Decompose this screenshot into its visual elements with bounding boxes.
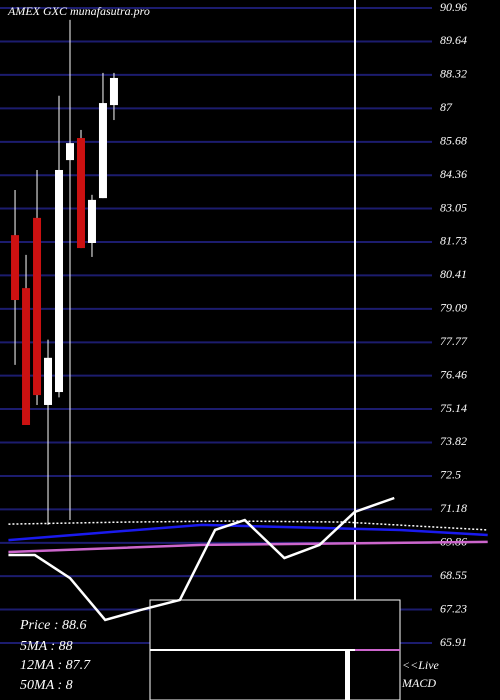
y-tick-label: 84.36 bbox=[440, 167, 467, 181]
y-tick-label: 72.5 bbox=[440, 468, 461, 482]
y-tick-label: 68.55 bbox=[440, 568, 467, 582]
candle-body bbox=[11, 235, 20, 301]
candle-body bbox=[55, 169, 64, 393]
macd-bar bbox=[345, 650, 350, 700]
y-tick-label: 81.73 bbox=[440, 234, 467, 248]
line-series bbox=[8, 540, 488, 554]
y-tick-label: 83.05 bbox=[440, 200, 467, 214]
y-tick-label: 87 bbox=[440, 100, 453, 114]
y-tick-label: 90.96 bbox=[440, 0, 467, 14]
y-tick-label: 67.23 bbox=[440, 601, 467, 615]
y-tick-label: 73.82 bbox=[440, 434, 467, 448]
y-tick-label: 80.41 bbox=[440, 267, 467, 281]
info-50ma: 50MA : 8 bbox=[20, 678, 73, 693]
candle-body bbox=[33, 217, 42, 396]
info-12ma: 12MA : 87.7 bbox=[20, 658, 91, 673]
y-tick-label: 89.64 bbox=[440, 33, 467, 47]
y-tick-label: 65.91 bbox=[440, 635, 467, 649]
candle-body bbox=[65, 143, 74, 161]
info-price: Price : 88.6 bbox=[19, 618, 86, 633]
chart-title: AMEX GXC munafasutra.pro bbox=[7, 4, 150, 18]
y-tick-label: 76.46 bbox=[440, 367, 467, 381]
y-tick-label: 88.32 bbox=[440, 67, 467, 81]
candle-body bbox=[98, 103, 107, 199]
candle-body bbox=[44, 357, 53, 405]
line-series bbox=[8, 520, 488, 531]
macd-label: MACD bbox=[401, 676, 436, 690]
y-tick-label: 77.77 bbox=[440, 334, 468, 348]
candle-body bbox=[76, 138, 85, 249]
live-label: <<Live bbox=[402, 658, 440, 672]
y-tick-label: 75.14 bbox=[440, 401, 467, 415]
y-tick-label: 79.09 bbox=[440, 301, 467, 315]
line-series bbox=[8, 496, 395, 622]
info-5ma: 5MA : 88 bbox=[20, 639, 73, 654]
y-tick-label: 85.68 bbox=[440, 134, 467, 148]
candle-body bbox=[22, 288, 31, 425]
candle-body bbox=[87, 199, 96, 243]
candle-body bbox=[109, 77, 118, 106]
y-tick-label: 71.18 bbox=[440, 501, 467, 515]
line-series bbox=[8, 523, 488, 542]
